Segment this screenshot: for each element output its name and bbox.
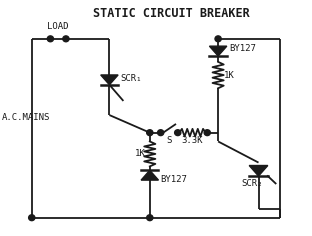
Circle shape bbox=[29, 215, 35, 221]
Text: LOAD: LOAD bbox=[47, 22, 69, 31]
Text: BY127: BY127 bbox=[229, 44, 256, 53]
Polygon shape bbox=[101, 75, 118, 85]
Circle shape bbox=[47, 36, 53, 42]
Polygon shape bbox=[249, 165, 268, 176]
Text: 3.3K: 3.3K bbox=[182, 136, 203, 145]
Circle shape bbox=[215, 36, 221, 42]
Polygon shape bbox=[209, 46, 227, 56]
Text: 1K: 1K bbox=[134, 149, 145, 158]
Text: A.C.MAINS: A.C.MAINS bbox=[2, 114, 51, 122]
Circle shape bbox=[204, 130, 210, 136]
Text: S: S bbox=[166, 136, 172, 145]
Circle shape bbox=[63, 36, 69, 42]
Circle shape bbox=[175, 130, 181, 136]
Circle shape bbox=[147, 130, 153, 136]
Polygon shape bbox=[141, 170, 158, 180]
Text: SCR₂: SCR₂ bbox=[241, 180, 263, 189]
Text: BY127: BY127 bbox=[161, 175, 188, 184]
Text: 1K: 1K bbox=[224, 71, 234, 80]
Text: SCR₁: SCR₁ bbox=[120, 74, 142, 83]
Circle shape bbox=[158, 130, 164, 136]
Text: STATIC CIRCUIT BREAKER: STATIC CIRCUIT BREAKER bbox=[93, 7, 250, 20]
Circle shape bbox=[147, 215, 153, 221]
